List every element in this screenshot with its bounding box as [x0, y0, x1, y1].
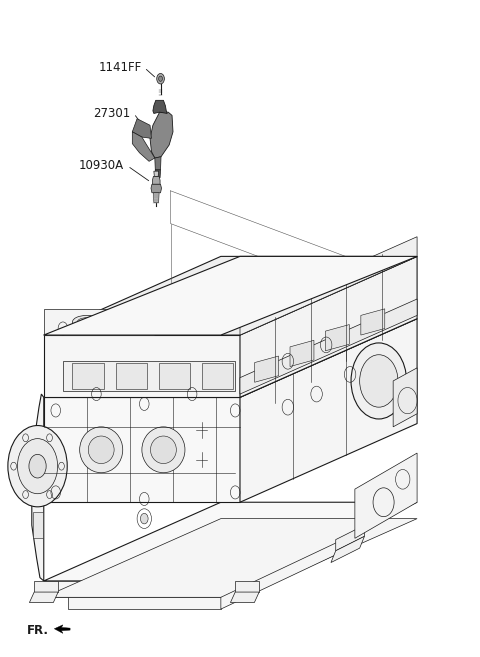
Polygon shape	[116, 363, 147, 389]
Polygon shape	[202, 363, 233, 389]
Text: FR.: FR.	[27, 623, 49, 637]
Ellipse shape	[72, 315, 101, 328]
Ellipse shape	[151, 436, 176, 464]
Polygon shape	[331, 536, 364, 562]
Polygon shape	[44, 319, 417, 397]
Polygon shape	[240, 256, 417, 397]
Polygon shape	[32, 394, 44, 581]
Polygon shape	[221, 532, 360, 609]
Polygon shape	[230, 592, 259, 602]
Circle shape	[351, 343, 407, 419]
Polygon shape	[44, 581, 240, 597]
Circle shape	[8, 426, 67, 507]
Circle shape	[29, 455, 46, 478]
Ellipse shape	[80, 427, 123, 473]
Polygon shape	[393, 368, 417, 427]
Polygon shape	[44, 256, 417, 335]
Polygon shape	[29, 592, 58, 602]
Polygon shape	[44, 335, 240, 397]
Polygon shape	[235, 581, 259, 592]
Polygon shape	[132, 119, 152, 139]
Ellipse shape	[88, 436, 114, 464]
Polygon shape	[156, 170, 160, 177]
Polygon shape	[44, 256, 417, 335]
Polygon shape	[154, 171, 158, 176]
Polygon shape	[68, 597, 221, 609]
Polygon shape	[154, 193, 159, 202]
Polygon shape	[44, 397, 240, 502]
Polygon shape	[336, 525, 364, 551]
Polygon shape	[361, 309, 385, 335]
Polygon shape	[132, 132, 155, 162]
Polygon shape	[63, 361, 235, 391]
Polygon shape	[150, 112, 173, 158]
Polygon shape	[34, 581, 58, 592]
Polygon shape	[54, 625, 70, 633]
Polygon shape	[158, 363, 190, 389]
Circle shape	[360, 355, 398, 407]
Text: 1141FF: 1141FF	[98, 61, 142, 74]
Polygon shape	[153, 101, 167, 114]
Circle shape	[158, 76, 162, 81]
Circle shape	[17, 439, 58, 493]
Ellipse shape	[120, 315, 149, 328]
Polygon shape	[155, 157, 161, 170]
Ellipse shape	[173, 318, 192, 327]
Polygon shape	[153, 176, 160, 184]
Ellipse shape	[216, 315, 245, 328]
Polygon shape	[33, 512, 43, 538]
Polygon shape	[44, 502, 417, 581]
Polygon shape	[240, 319, 417, 502]
Ellipse shape	[168, 315, 197, 328]
Polygon shape	[151, 184, 161, 193]
Text: 27301: 27301	[93, 107, 130, 120]
Ellipse shape	[221, 318, 240, 327]
Polygon shape	[254, 356, 278, 382]
Polygon shape	[44, 309, 154, 335]
Polygon shape	[355, 453, 417, 538]
Text: 10930A: 10930A	[79, 160, 124, 172]
Polygon shape	[72, 363, 104, 389]
Ellipse shape	[77, 318, 96, 327]
Circle shape	[157, 74, 164, 84]
Ellipse shape	[125, 318, 144, 327]
Polygon shape	[290, 340, 314, 367]
Polygon shape	[44, 518, 417, 597]
Polygon shape	[240, 237, 417, 335]
Polygon shape	[325, 325, 349, 351]
Circle shape	[141, 513, 148, 524]
Ellipse shape	[142, 427, 185, 473]
Polygon shape	[240, 299, 417, 394]
